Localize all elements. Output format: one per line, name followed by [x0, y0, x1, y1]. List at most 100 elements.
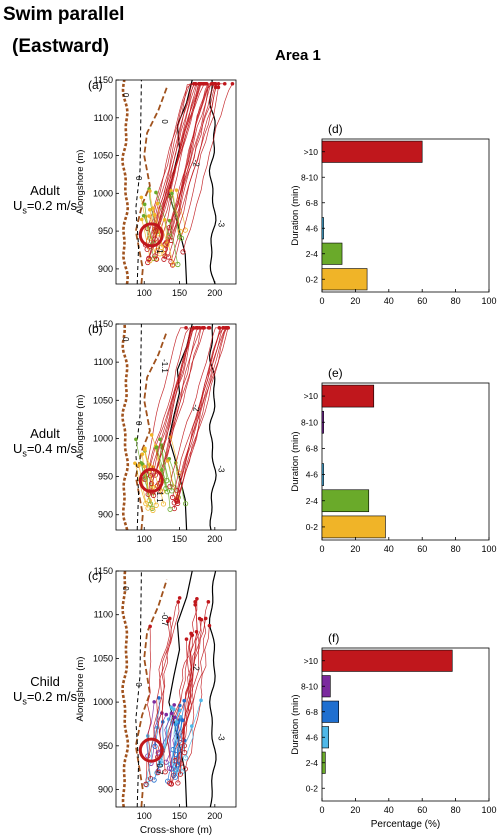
start-marker — [153, 502, 159, 508]
bar-axes-box — [321, 382, 490, 541]
trajectory-line — [157, 327, 204, 487]
start-marker — [178, 235, 185, 241]
y-tick-label: 1050 — [93, 653, 113, 663]
y-tick-label: 4-6 — [306, 732, 319, 742]
end-marker — [206, 326, 211, 330]
trajectory-line — [177, 716, 183, 773]
bar-axes-box — [321, 138, 490, 293]
start-marker — [172, 774, 179, 780]
trajectory-line — [172, 721, 178, 770]
start-marker — [158, 244, 165, 250]
trajectory-line — [170, 83, 225, 241]
start-marker — [154, 247, 160, 254]
start-marker — [144, 246, 150, 252]
end-marker — [207, 623, 212, 628]
contour-label: 0 — [134, 176, 143, 181]
x-tick-label: 200 — [207, 811, 222, 821]
end-marker — [189, 631, 193, 636]
panel-label: (b) — [88, 322, 103, 336]
start-marker — [151, 255, 157, 262]
row-2-speed-value: =0.4 m/s — [26, 441, 78, 456]
bar-0-2 — [321, 515, 386, 539]
row-label-1: Adult Us=0.2 m/s — [0, 183, 90, 216]
y-axis-label: Alongshore (m) — [75, 395, 86, 460]
trajectory-line — [156, 447, 168, 492]
panel-label: (d) — [328, 122, 343, 136]
contour-minus3 — [208, 324, 217, 530]
end-marker — [197, 326, 202, 330]
end-marker — [158, 437, 162, 442]
start-marker — [182, 766, 188, 772]
contour-label: 0 — [121, 586, 130, 591]
y-tick-label: 0-2 — [306, 522, 319, 532]
end-marker — [216, 81, 221, 86]
start-marker — [173, 497, 180, 503]
x-tick-label: 150 — [172, 288, 187, 298]
end-marker — [172, 707, 176, 712]
y-tick-label: 1100 — [94, 113, 113, 123]
contour-shoreline — [121, 80, 130, 284]
y-tick-label: 4-6 — [306, 470, 319, 480]
start-marker — [182, 227, 188, 233]
contour-shoreline — [121, 571, 130, 807]
trajectory-line — [163, 83, 215, 260]
y-tick-label: 1050 — [93, 151, 113, 161]
end-marker — [139, 217, 144, 222]
start-marker — [143, 500, 149, 507]
start-marker — [146, 498, 152, 504]
x-axis-label: Percentage (%) — [371, 819, 440, 830]
end-marker — [206, 600, 211, 604]
y-tick-label: 0-2 — [306, 274, 319, 284]
end-marker — [174, 720, 179, 724]
start-marker — [148, 480, 155, 487]
y-tick-label: 1100 — [94, 610, 113, 620]
row-3-who: Child — [30, 674, 60, 689]
x-tick-label: 40 — [384, 296, 394, 306]
y-axis-label: Alongshore (m) — [75, 150, 86, 215]
end-marker — [164, 712, 169, 717]
figure-title-line2: (Eastward) — [12, 36, 110, 57]
trajectory-line — [161, 447, 173, 491]
y-tick-label: >10 — [304, 656, 319, 666]
contour-minus3 — [208, 571, 217, 807]
y-tick-label: 0-2 — [306, 783, 319, 793]
end-marker — [167, 616, 172, 621]
trajectory-line — [164, 83, 213, 257]
x-tick-label: 60 — [417, 805, 427, 815]
end-marker — [177, 596, 182, 600]
start-marker — [169, 262, 176, 268]
trajectory-line — [144, 327, 194, 480]
x-tick-label: 40 — [384, 805, 394, 815]
end-marker — [152, 700, 157, 704]
panel-label: (e) — [328, 366, 343, 380]
start-marker — [163, 759, 169, 765]
trajectory-line — [175, 462, 186, 504]
end-marker — [199, 698, 203, 703]
end-marker — [134, 437, 138, 442]
y-tick-label: 1150 — [94, 75, 113, 85]
map-panel-2: 900 950 1000 1050 1100 1150 100 150 200 0 0 -1.1 -1.… — [75, 319, 237, 544]
x-tick-label: 40 — [384, 544, 394, 554]
contour-label: -1.1 — [160, 359, 169, 373]
contour-dashed — [134, 579, 168, 807]
contour-zero — [135, 571, 142, 807]
trajectory-line — [156, 83, 201, 231]
contour-label: -3 — [216, 220, 225, 228]
trajectory-line — [168, 458, 179, 498]
y-tick-label: 1000 — [93, 188, 113, 198]
end-marker — [195, 597, 199, 601]
start-marker — [158, 758, 164, 764]
end-marker — [133, 461, 137, 466]
contour-label: 0 — [121, 337, 130, 342]
start-marker — [161, 256, 167, 262]
contour-label: -1.1 — [155, 489, 164, 503]
map-axes-box — [115, 570, 237, 808]
trajectory-line — [164, 83, 212, 244]
row-1-speed-prefix: U — [12, 198, 23, 213]
end-marker — [142, 447, 147, 452]
trajectory-line — [151, 327, 198, 484]
end-marker — [216, 85, 221, 90]
trajectory-line — [168, 83, 219, 228]
start-marker — [160, 501, 167, 507]
